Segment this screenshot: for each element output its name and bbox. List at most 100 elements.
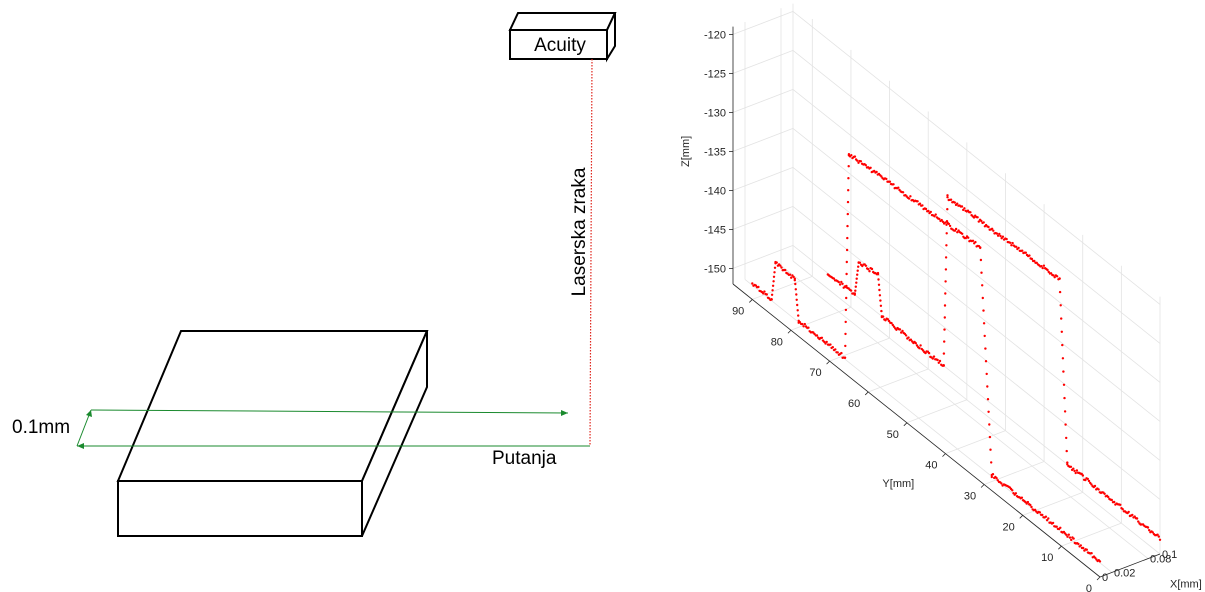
scan-point [954,227,958,231]
scan-point [838,283,842,286]
scan-point [846,212,849,216]
scan-point [990,475,993,479]
z-tick-label: -145 [704,224,726,236]
scan-point [1002,238,1006,241]
scan-point [1095,558,1098,561]
scan-point [979,258,983,262]
scan-point [883,318,886,321]
scan-point [965,235,969,238]
scan-point [846,200,850,204]
laser-beam-label: Laserska zraka [569,167,590,296]
scan-point [1091,485,1094,488]
scan-point [988,228,991,231]
scan-point [986,398,990,401]
grid-line [868,368,929,393]
scan-point [877,278,880,281]
scan-point [889,182,893,186]
scan-point [845,296,848,300]
step-distance-label: 0.1mm [12,417,70,438]
scan-point [1057,278,1060,281]
scan-point [970,214,973,217]
scan-point [957,229,960,232]
scan-point [993,232,996,235]
y-tick-label: 20 [1002,521,1014,533]
scan-point [1068,536,1072,539]
scan-point [934,213,937,216]
scan-point [985,372,988,376]
scan-point [865,166,869,169]
scan-point [1083,549,1086,552]
scan-point [1152,533,1156,536]
scan-point [983,225,987,228]
z-tick-label: -150 [704,263,726,275]
workpiece-block [116,330,429,537]
scan-point [999,234,1002,238]
scan-point [1059,304,1062,307]
scan-point [1086,551,1090,554]
scan-point [893,187,896,190]
grid-line [790,306,852,331]
x-axis-line [1099,553,1161,578]
y-tick-mark [787,329,792,334]
scan-point [1067,533,1071,536]
scan-point [854,158,858,161]
scan-point [847,153,851,156]
scan-point [878,288,881,292]
scan-point [903,194,906,197]
scan-point [987,410,990,413]
scan-point [1016,247,1019,251]
scan-point [1042,264,1046,267]
scan-point [982,309,985,312]
scan-point [1047,270,1050,274]
grid-line [829,337,890,362]
scan-point [857,161,860,164]
scan-point [1060,330,1064,333]
scan-point [945,223,948,226]
scan-point [1031,259,1035,263]
scan-point [1111,501,1115,504]
scan-point [917,203,920,206]
scan-point [919,344,922,347]
y-tick-label: 60 [848,398,860,410]
scan-point [983,334,986,338]
scan-point [772,280,775,283]
scan-point [975,245,978,248]
scan-point [1066,535,1069,538]
scan-point [855,281,858,284]
grid-line [732,89,794,113]
scan-point [1060,317,1063,320]
scan-point [950,227,953,230]
scan-point [935,216,939,219]
scan-point [984,347,987,350]
plot-axes [729,26,1161,581]
scan-point [981,284,984,287]
scan-point [1114,503,1117,506]
scan-point [948,224,952,228]
scan-point [845,260,848,264]
scan-point [763,290,766,293]
scan-point [1061,357,1065,360]
scan-point [982,322,986,325]
scan-point [930,213,934,217]
grid-line [792,50,1161,344]
scan-point [773,271,776,274]
scan-point [1030,505,1033,509]
scan-point [878,294,882,297]
scan-point [902,331,905,335]
scan-point [804,325,808,328]
scan-point [946,221,949,225]
scan-point [844,320,847,324]
acuity-label: Acuity [534,35,586,56]
scan-point [1080,546,1084,550]
scan-point [900,331,903,334]
scan-point [772,275,776,278]
scan-point [808,330,811,333]
y-tick-label: 90 [732,305,744,317]
scan-point [945,220,949,223]
grid-line [732,11,794,35]
scan-point [1058,290,1062,294]
grid-line [792,206,1161,500]
scan-point [926,210,929,213]
scan-point [896,326,899,330]
scan-point [968,240,971,243]
